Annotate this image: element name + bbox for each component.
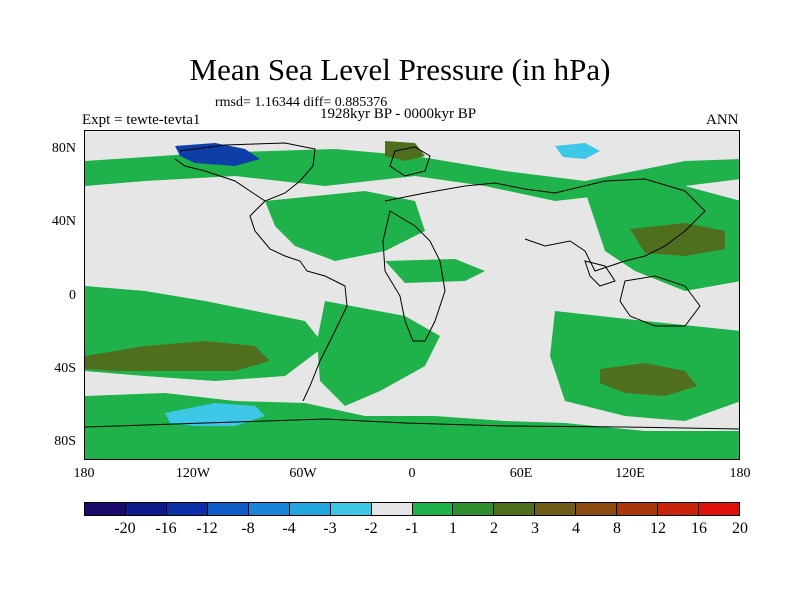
colorbar-swatch [658,503,700,515]
coastlines [85,142,739,430]
colorbar-label: 12 [650,520,666,537]
colorbar-label: -4 [282,520,296,537]
colorbar-swatch [289,503,331,515]
colorbar-label: -2 [364,520,378,537]
lon-tick-label: 180 [729,466,751,481]
colorbar-swatch [85,503,126,515]
colorbar-label: -8 [241,520,255,537]
colorbar-swatch [453,503,495,515]
lon-tick-label: 60E [509,466,533,481]
colorbar-label: -1 [405,520,419,537]
strong-positive-anomaly-regions [85,141,725,396]
colorbar-label: -20 [114,520,136,537]
lon-tick-label: 120W [175,466,211,481]
colorbar-label: -12 [196,520,218,537]
lon-tick-label: 60W [289,466,317,481]
colorbar-label: 1 [449,520,457,537]
map-panel [84,130,740,460]
colorbar [84,502,740,516]
colorbar-swatch [699,503,739,515]
colorbar-swatch [371,503,413,515]
colorbar-label: 4 [572,520,580,537]
lon-tick-label: 0 [408,466,416,481]
colorbar-label: 20 [732,520,748,537]
colorbar-swatch [166,503,208,515]
colorbar-swatch [576,503,618,515]
colorbar-label: 8 [613,520,621,537]
lat-tick-label: 40N [51,214,76,229]
experiment-label: Expt = tewte-tevta1 [82,112,201,128]
season-label: ANN [706,112,739,128]
colorbar-label: -16 [155,520,177,537]
colorbar-swatch [207,503,249,515]
colorbar-swatch [248,503,290,515]
time-period-label: 1928kyr BP - 0000kyr BP [320,106,477,122]
anomaly-map [85,131,739,459]
colorbar-swatch [125,503,167,515]
colorbar-swatch [330,503,372,515]
rmsd-diff-stats: rmsd= 1.16344 diff= 0.885376 [215,95,388,110]
lat-tick-label: 80N [51,141,76,156]
colorbar-swatch [617,503,659,515]
colorbar-swatch [535,503,577,515]
lat-tick-label: 40S [54,361,76,376]
colorbar-swatch [412,503,454,515]
colorbar-label: 2 [490,520,498,537]
lon-tick-label: 180 [73,466,95,481]
lon-tick-label: 120E [615,466,645,481]
colorbar-swatch [494,503,536,515]
lat-tick-label: 0 [69,288,76,303]
colorbar-label: 16 [691,520,707,537]
lat-tick-label: 80S [54,434,76,449]
colorbar-label: -3 [323,520,337,537]
colorbar-label: 3 [531,520,539,537]
plot-title: Mean Sea Level Pressure (in hPa) [189,52,611,87]
